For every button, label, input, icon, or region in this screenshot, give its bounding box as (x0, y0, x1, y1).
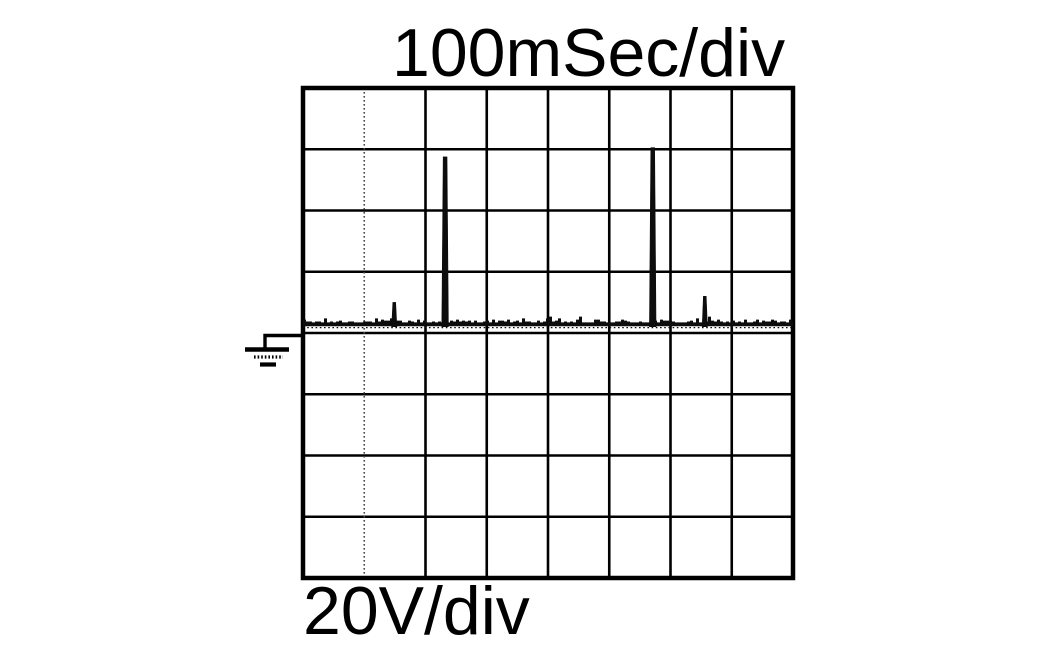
pulse-spike-small (701, 295, 708, 328)
trace-noise-band (303, 316, 793, 327)
ground-reference-icon (245, 333, 303, 367)
grid-border (300, 85, 796, 581)
pulse-spike-small (391, 302, 398, 328)
vertical-scale-label: 20V/div (303, 573, 530, 649)
pulse-spike-large (649, 147, 657, 328)
graticule (300, 85, 796, 581)
timebase-label: 100mSec/div (392, 15, 786, 91)
ground-connector-line (263, 333, 303, 348)
pulse-spike-large (441, 156, 449, 328)
